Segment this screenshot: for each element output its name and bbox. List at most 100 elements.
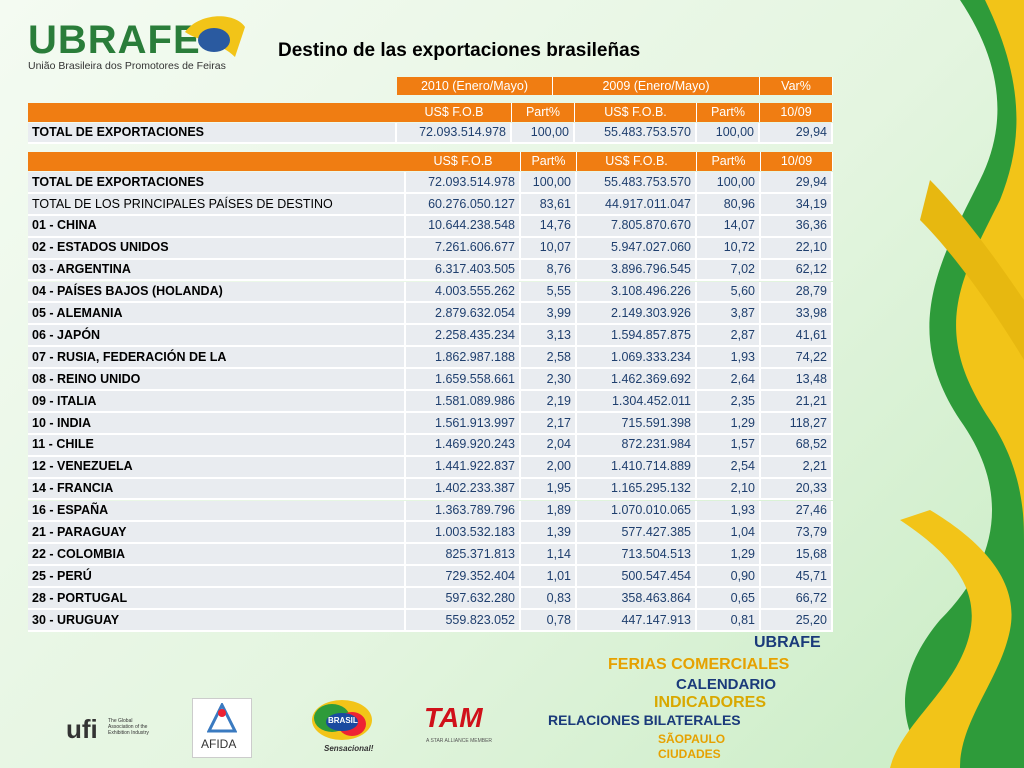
cell-value: 1,04 (697, 522, 761, 545)
column-header: Part% (697, 103, 760, 122)
afida-text: AFIDA (201, 737, 237, 751)
cell-value: 1.069.333.234 (577, 347, 697, 370)
cell-value: 1,14 (521, 544, 577, 567)
cell-value: 715.591.398 (577, 412, 697, 435)
cell-value: 72.093.514.978 (406, 172, 521, 194)
brasil-text: BRASIL (328, 716, 358, 725)
row-label: 09 - ITALIA (28, 391, 406, 413)
cell-value: 3,87 (697, 303, 761, 326)
row-label: 12 - VENEZUELA (28, 456, 406, 479)
menu-item[interactable]: SÃOPAULO (658, 732, 726, 746)
row-label: 02 - ESTADOS UNIDOS (28, 237, 406, 260)
cell-value: 1,01 (521, 566, 577, 589)
cell-value: 2,30 (521, 369, 577, 391)
cell-value: 2,54 (697, 456, 761, 479)
cell-value: 1.581.089.986 (406, 391, 521, 413)
cell-value: 5.947.027.060 (577, 237, 697, 260)
row-label: TOTAL DE LOS PRINCIPALES PAÍSES DE DESTI… (28, 193, 406, 216)
cell-value: 28,79 (761, 281, 833, 304)
group-header: 2009 (Enero/Mayo) (553, 77, 760, 95)
cell-value: 60.276.050.127 (406, 193, 521, 216)
brasil-logo: BRASIL Sensacional! (310, 698, 375, 756)
row-label: 08 - REINO UNIDO (28, 369, 406, 391)
cell-value: 1.003.532.183 (406, 522, 521, 545)
row-label: 16 - ESPAÑA (28, 500, 406, 523)
tam-caption: A STAR ALLIANCE MEMBER (426, 738, 493, 744)
cell-value: 0,90 (697, 566, 761, 589)
cell-value: 34,19 (761, 193, 833, 216)
cell-value: 7.805.870.670 (577, 215, 697, 238)
menu-item[interactable]: RELACIONES BILATERALES (548, 712, 741, 728)
cell-value: 1.402.233.387 (406, 478, 521, 501)
logo: UBRAFE (28, 18, 201, 62)
cell-value: 13,48 (761, 369, 833, 391)
menu-item[interactable]: CALENDARIO (676, 676, 776, 693)
cell-value: 0,81 (697, 610, 761, 632)
brasil-slogan: Sensacional! (324, 744, 374, 753)
cell-value: 29,94 (760, 123, 833, 144)
cell-value: 83,61 (521, 193, 577, 216)
column-header: US$ F.O.B (406, 152, 521, 171)
cell-value: 14,07 (697, 215, 761, 238)
menu-item[interactable]: FERIAS COMERCIALES (608, 656, 790, 673)
cell-value: 597.632.280 (406, 588, 521, 610)
cell-value: 10,72 (697, 237, 761, 260)
row-label: 21 - PARAGUAY (28, 522, 406, 545)
cell-value: 1.659.558.661 (406, 369, 521, 391)
cell-value: 825.371.813 (406, 544, 521, 567)
cell-value: 500.547.454 (577, 566, 697, 589)
cell-value: 21,21 (761, 391, 833, 413)
row-label: 04 - PAÍSES BAJOS (HOLANDA) (28, 281, 406, 304)
cell-value: 0,78 (521, 610, 577, 632)
row-label: 11 - CHILE (28, 434, 406, 457)
cell-value: 2,17 (521, 412, 577, 435)
cell-value: 100,00 (697, 123, 760, 144)
cell-value: 36,36 (761, 215, 833, 238)
cell-value: 0,65 (697, 588, 761, 610)
row-label: 05 - ALEMANIA (28, 303, 406, 326)
cell-value: 29,94 (761, 172, 833, 194)
cell-value: 118,27 (761, 412, 833, 435)
cell-value: 7,02 (697, 259, 761, 282)
cell-value: 5,60 (697, 281, 761, 304)
cell-value: 74,22 (761, 347, 833, 370)
cell-value: 55.483.753.570 (575, 123, 697, 144)
cell-value: 1.304.452.011 (577, 391, 697, 413)
cell-value: 10.644.238.548 (406, 215, 521, 238)
cell-value: 447.147.913 (577, 610, 697, 632)
cell-value: 62,12 (761, 259, 833, 282)
cell-value: 0,83 (521, 588, 577, 610)
cell-value: 3.108.496.226 (577, 281, 697, 304)
cell-value: 14,76 (521, 215, 577, 238)
tam-text: TAM (424, 702, 483, 733)
cell-value: 1,29 (697, 412, 761, 435)
cell-value: 44.917.011.047 (577, 193, 697, 216)
row-label: 07 - RUSIA, FEDERACIÓN DE LA (28, 347, 406, 370)
afida-logo: AFIDA (192, 698, 252, 758)
tam-logo: TAM A STAR ALLIANCE MEMBER (422, 702, 512, 746)
cell-value: 100,00 (521, 172, 577, 194)
cell-value: 5,55 (521, 281, 577, 304)
cell-value: 1.594.857.875 (577, 325, 697, 348)
menu-item[interactable]: CIUDADES (658, 747, 721, 761)
menu-item[interactable]: INDICADORES (654, 694, 767, 711)
cell-value: 2.149.303.926 (577, 303, 697, 326)
column-header: 10/09 (760, 103, 833, 122)
row-label: 14 - FRANCIA (28, 478, 406, 501)
cell-value: 20,33 (761, 478, 833, 501)
cell-value: 2,87 (697, 325, 761, 348)
cell-value: 1.363.789.796 (406, 500, 521, 523)
cell-value: 45,71 (761, 566, 833, 589)
cell-value: 66,72 (761, 588, 833, 610)
ufi-logo: ufi The Global Association of the Exhibi… (38, 712, 158, 748)
cell-value: 27,46 (761, 500, 833, 523)
cell-value: 33,98 (761, 303, 833, 326)
cell-value: 358.463.864 (577, 588, 697, 610)
cell-value: 1.862.987.188 (406, 347, 521, 370)
menu-item[interactable]: UBRAFE (754, 634, 821, 651)
cell-value: 577.427.385 (577, 522, 697, 545)
row-label: 28 - PORTUGAL (28, 588, 406, 610)
cell-value: 6.317.403.505 (406, 259, 521, 282)
cell-value: 1,57 (697, 434, 761, 457)
row-label: 01 - CHINA (28, 215, 406, 238)
